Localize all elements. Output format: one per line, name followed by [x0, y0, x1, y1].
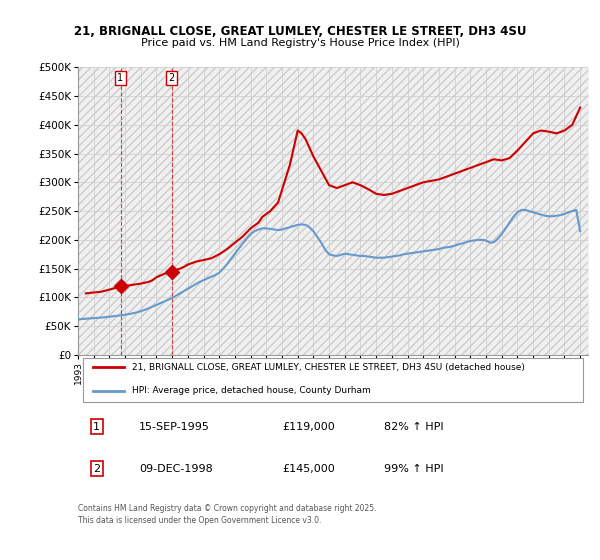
Text: 21, BRIGNALL CLOSE, GREAT LUMLEY, CHESTER LE STREET, DH3 4SU (detached house): 21, BRIGNALL CLOSE, GREAT LUMLEY, CHESTE… [131, 363, 524, 372]
Text: 82% ↑ HPI: 82% ↑ HPI [384, 422, 443, 432]
Text: 09-DEC-1998: 09-DEC-1998 [139, 464, 213, 474]
Text: 1: 1 [94, 422, 100, 432]
FancyBboxPatch shape [83, 358, 583, 402]
Text: 2: 2 [94, 464, 100, 474]
Text: £119,000: £119,000 [282, 422, 335, 432]
Text: 21, BRIGNALL CLOSE, GREAT LUMLEY, CHESTER LE STREET, DH3 4SU: 21, BRIGNALL CLOSE, GREAT LUMLEY, CHESTE… [74, 25, 526, 38]
Text: 15-SEP-1995: 15-SEP-1995 [139, 422, 210, 432]
Text: Contains HM Land Registry data © Crown copyright and database right 2025.
This d: Contains HM Land Registry data © Crown c… [78, 505, 377, 525]
Text: 1: 1 [118, 73, 124, 83]
Text: 2: 2 [169, 73, 175, 83]
Text: Price paid vs. HM Land Registry's House Price Index (HPI): Price paid vs. HM Land Registry's House … [140, 38, 460, 48]
Text: £145,000: £145,000 [282, 464, 335, 474]
Text: HPI: Average price, detached house, County Durham: HPI: Average price, detached house, Coun… [131, 386, 370, 395]
Text: 99% ↑ HPI: 99% ↑ HPI [384, 464, 443, 474]
